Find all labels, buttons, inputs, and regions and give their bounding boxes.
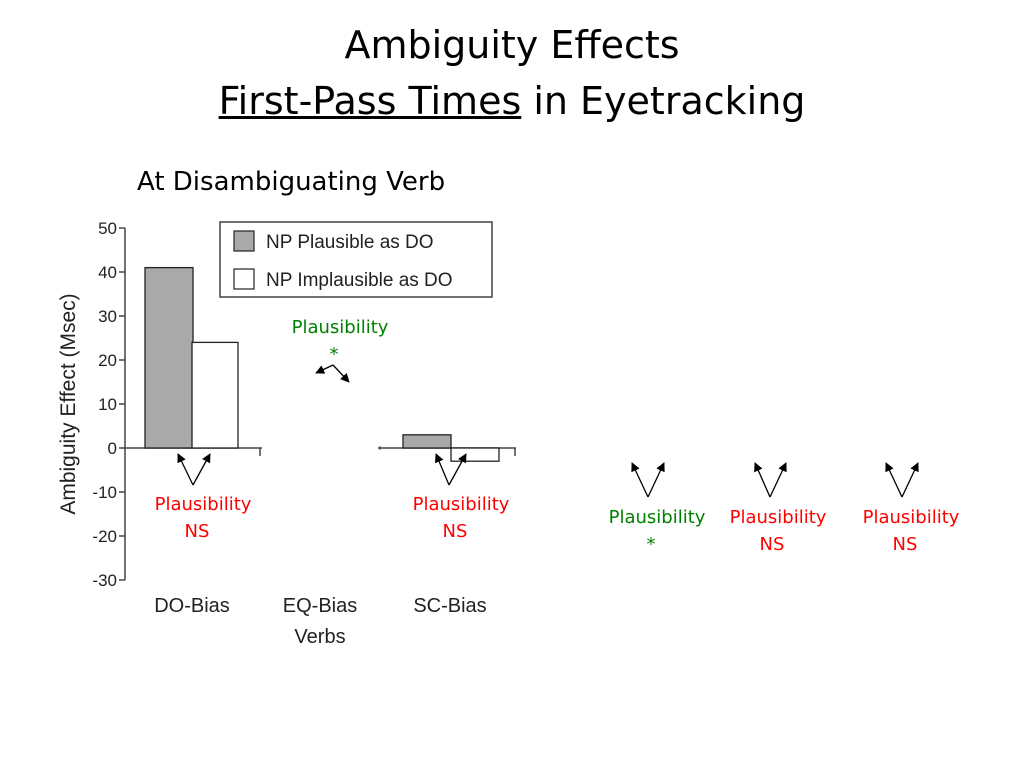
legend-box — [219, 221, 493, 298]
y-tick-label: 20 — [98, 351, 117, 370]
annotation-arrow — [315, 364, 334, 374]
annotation-arrow — [192, 453, 211, 486]
legend-swatch-plausible — [233, 230, 255, 252]
y-axis-label: Ambiguity Effect (Msec) — [57, 293, 80, 514]
y-tick-label: 40 — [98, 263, 117, 282]
annotation-arrow — [177, 453, 194, 486]
annotation-significance: * — [330, 344, 339, 365]
annotation-label: Plausibility — [413, 494, 510, 515]
title-rest-part: in Eyetracking — [521, 79, 806, 123]
annotation-arrow — [769, 462, 787, 498]
x-category-label: EQ-Bias — [283, 595, 357, 617]
annotation-arrow — [647, 462, 665, 498]
legend-label: NP Implausible as DO — [266, 270, 453, 291]
y-tick-label: 0 — [108, 439, 117, 458]
annotation-significance: NS — [760, 534, 785, 555]
y-tick-label: -30 — [92, 571, 117, 590]
annotation-significance: NS — [443, 521, 468, 542]
annotation-arrow — [901, 462, 919, 498]
y-tick-label: -20 — [92, 527, 117, 546]
annotation-arrow — [631, 462, 649, 498]
y-tick-label: 10 — [98, 395, 117, 414]
annotation-label: Plausibility — [863, 507, 960, 528]
annotation-arrow — [754, 462, 771, 498]
annotation-arrow — [448, 453, 467, 486]
slide-title: Ambiguity Effects — [344, 23, 680, 67]
y-tick-label: 50 — [98, 219, 117, 238]
bar-implausible-do-bias — [191, 341, 239, 449]
x-category-label: SC-Bias — [413, 595, 486, 617]
annotation-label: Plausibility — [155, 494, 252, 515]
annotation-arrow — [885, 462, 903, 498]
annotation-significance: NS — [893, 534, 918, 555]
annotation-arrow — [434, 453, 450, 486]
slide-title-line2: First-Pass Times in Eyetracking — [0, 78, 1024, 124]
annotation-label: Plausibility — [609, 507, 706, 528]
annotation-label: Plausibility — [292, 317, 389, 338]
bar-plausible-do-bias — [144, 266, 194, 449]
chart-subtitle: At Disambiguating Verb — [137, 167, 446, 197]
bar-implausible-sc-bias — [450, 447, 500, 462]
bar-plausible-sc-bias — [402, 434, 452, 449]
annotation-significance: NS — [185, 521, 210, 542]
legend-swatch-implausible — [233, 268, 255, 290]
x-axis-label: Verbs — [294, 626, 345, 648]
annotation-label: Plausibility — [730, 507, 827, 528]
y-tick-label: -10 — [92, 483, 117, 502]
annotation-arrow — [332, 364, 350, 383]
y-tick-label: 30 — [98, 307, 117, 326]
x-category-label: DO-Bias — [154, 595, 230, 617]
legend-label: NP Plausible as DO — [266, 232, 434, 253]
title-underlined-part: First-Pass Times — [218, 79, 522, 123]
annotation-significance: * — [647, 534, 656, 555]
